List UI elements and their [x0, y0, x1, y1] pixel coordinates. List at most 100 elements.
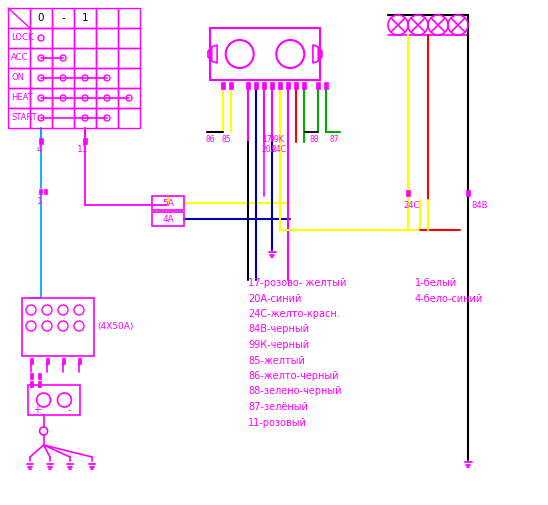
Bar	[37, 373, 41, 379]
Bar	[96, 48, 118, 68]
Bar	[37, 381, 41, 387]
Text: 20A: 20A	[262, 145, 277, 155]
Text: 88-зелено-черный: 88-зелено-черный	[248, 386, 341, 396]
Text: 24C: 24C	[403, 200, 419, 210]
Bar	[152, 212, 184, 226]
Bar	[96, 8, 118, 28]
Bar	[96, 28, 118, 48]
Text: (4X50A): (4X50A)	[97, 323, 133, 331]
Bar	[118, 48, 140, 68]
Bar	[28, 385, 80, 415]
Text: 20А-синий: 20А-синий	[248, 293, 301, 304]
Text: 24С-желто-красн.: 24С-желто-красн.	[248, 309, 340, 319]
Bar	[8, 88, 30, 108]
Bar	[294, 81, 298, 88]
Text: 4-бело-синий: 4-бело-синий	[415, 293, 483, 304]
Bar	[74, 108, 96, 128]
Bar	[30, 28, 52, 48]
Bar	[96, 108, 118, 128]
Bar	[246, 81, 250, 88]
Text: 86-желто-черный: 86-желто-черный	[248, 371, 339, 381]
Bar	[22, 298, 94, 356]
Text: 99К-черный: 99К-черный	[248, 340, 309, 350]
Bar	[30, 8, 52, 28]
Text: 1: 1	[82, 13, 88, 23]
Text: START: START	[11, 114, 37, 123]
Bar	[8, 28, 30, 48]
Bar	[96, 88, 118, 108]
Bar	[324, 81, 328, 88]
Text: LOCK: LOCK	[11, 33, 33, 42]
Bar	[38, 188, 42, 193]
Bar	[466, 190, 470, 196]
Bar	[52, 68, 74, 88]
Bar	[8, 48, 30, 68]
Bar	[52, 88, 74, 108]
Bar	[52, 28, 74, 48]
Bar	[118, 88, 140, 108]
Bar	[74, 88, 96, 108]
Bar	[262, 81, 266, 88]
Bar	[52, 8, 74, 28]
Bar	[406, 190, 410, 196]
Bar	[229, 81, 233, 88]
Bar	[8, 68, 30, 88]
Bar	[302, 81, 306, 88]
Text: 17: 17	[262, 134, 272, 143]
Bar	[83, 138, 87, 144]
Bar	[118, 8, 140, 28]
Bar	[61, 358, 65, 364]
Bar	[8, 108, 30, 128]
Text: ACC: ACC	[11, 54, 28, 63]
Text: 11: 11	[77, 145, 89, 155]
Text: 84B: 84B	[471, 200, 488, 210]
Text: 99K: 99K	[270, 134, 285, 143]
Text: 84В-черный: 84В-черный	[248, 325, 309, 334]
Bar	[30, 88, 52, 108]
Text: 86: 86	[205, 134, 215, 143]
Bar	[30, 68, 52, 88]
Bar	[278, 81, 282, 88]
Bar	[118, 68, 140, 88]
Bar	[39, 138, 43, 144]
Bar	[45, 358, 49, 364]
Bar	[52, 108, 74, 128]
Bar	[74, 48, 96, 68]
Text: +: +	[33, 405, 41, 415]
Text: 85: 85	[222, 134, 232, 143]
Text: 87-зелёный: 87-зелёный	[248, 402, 308, 412]
Bar	[270, 81, 274, 88]
Text: 5A: 5A	[162, 198, 174, 208]
Bar	[43, 188, 47, 193]
Bar	[74, 68, 96, 88]
Text: 24C: 24C	[272, 145, 287, 155]
Bar	[118, 108, 140, 128]
Text: 85-желтый: 85-желтый	[248, 356, 305, 366]
Text: -: -	[61, 13, 65, 23]
Bar	[30, 373, 32, 379]
Bar	[286, 81, 290, 88]
Bar	[316, 81, 320, 88]
Bar	[254, 81, 258, 88]
Bar	[152, 196, 184, 210]
Text: 11-розовый: 11-розовый	[248, 418, 307, 428]
Bar	[8, 8, 30, 28]
Bar	[118, 28, 140, 48]
Text: HEAT: HEAT	[11, 93, 33, 103]
Text: 1: 1	[37, 197, 43, 207]
Bar	[74, 8, 96, 28]
Bar	[77, 358, 81, 364]
Bar	[210, 28, 320, 80]
Bar	[30, 108, 52, 128]
Text: 0: 0	[38, 13, 44, 23]
Text: 1-белый: 1-белый	[415, 278, 457, 288]
Text: 4: 4	[36, 145, 42, 155]
Bar	[96, 68, 118, 88]
Bar	[74, 28, 96, 48]
Text: 87: 87	[330, 134, 340, 143]
Text: -: -	[68, 405, 71, 415]
Text: ON: ON	[11, 74, 24, 82]
Bar	[30, 48, 52, 68]
Text: 88: 88	[309, 134, 318, 143]
Bar	[30, 381, 32, 387]
